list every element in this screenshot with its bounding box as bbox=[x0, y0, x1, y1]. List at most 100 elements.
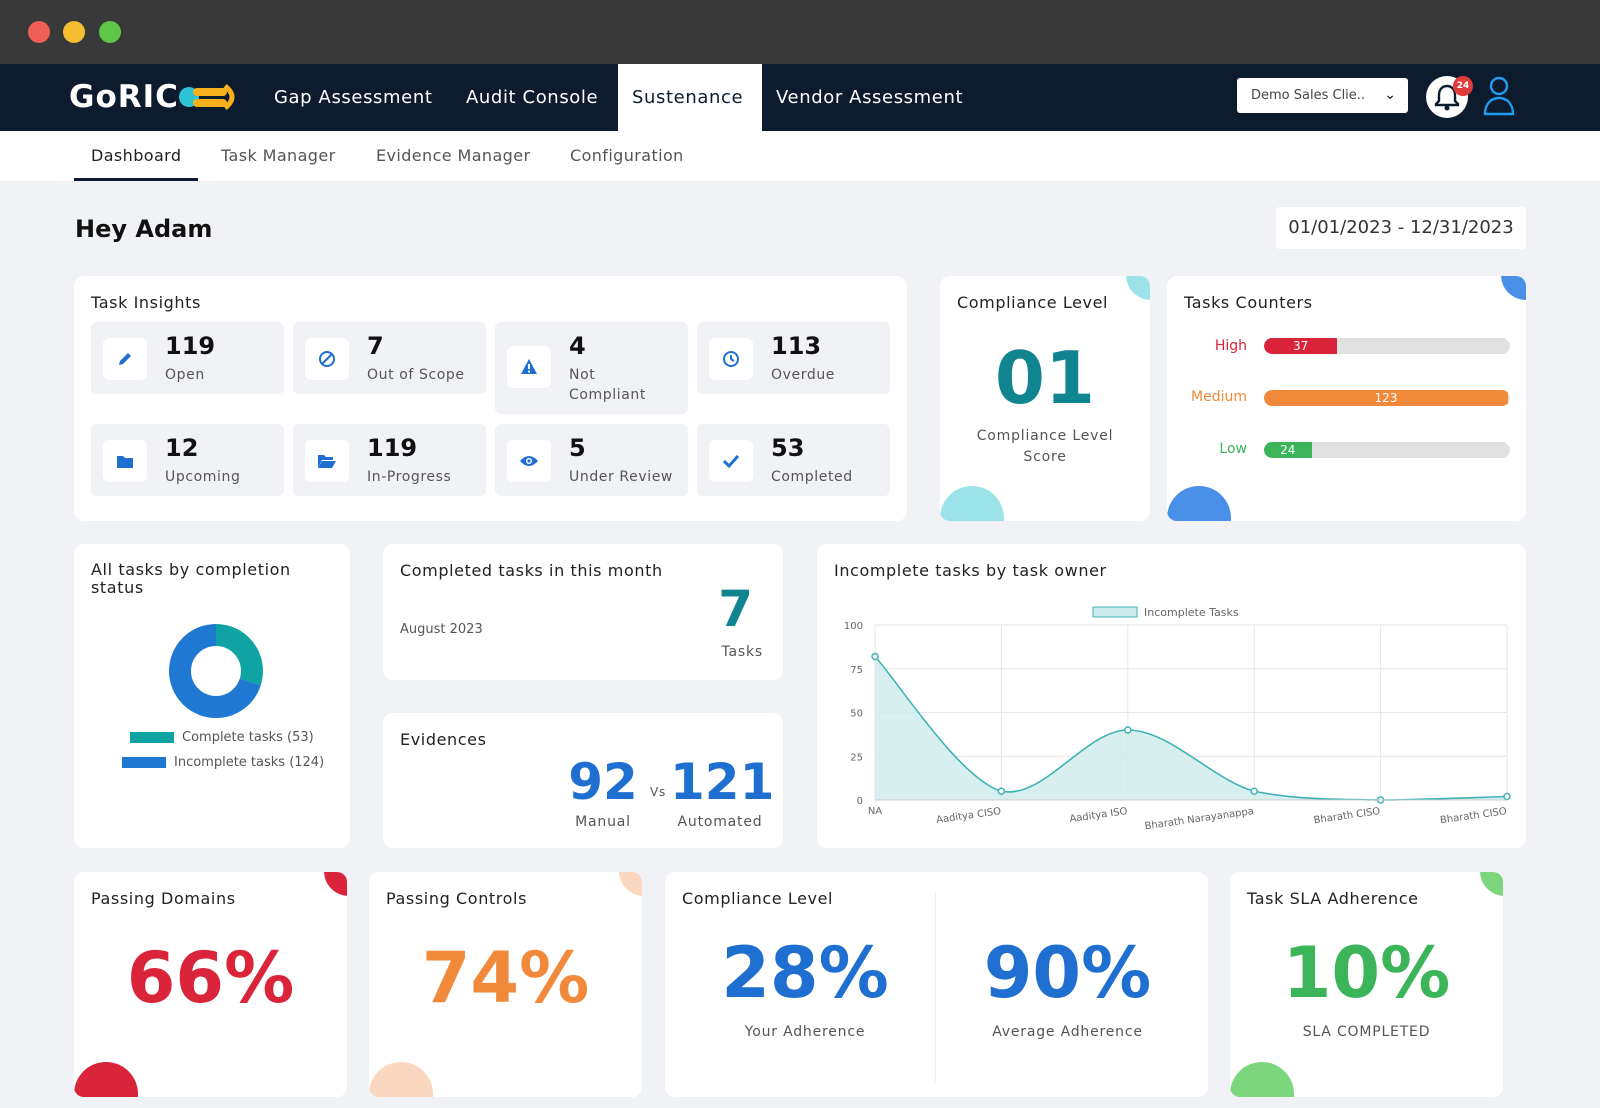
eye-icon bbox=[507, 440, 551, 482]
insight-out-of-scope[interactable]: 7 Out of Scope bbox=[293, 322, 486, 394]
decorative-corner bbox=[1230, 1062, 1294, 1097]
subtab-dashboard[interactable]: Dashboard bbox=[74, 131, 199, 181]
tab-gap-assessment[interactable]: Gap Assessment bbox=[274, 87, 433, 108]
card-title: Tasks Counters bbox=[1184, 293, 1313, 312]
insight-count: 53 bbox=[771, 434, 805, 462]
logo-mark-icon bbox=[178, 84, 235, 110]
passing-controls-value: 74% bbox=[421, 937, 590, 1019]
card-title: Evidences bbox=[400, 730, 487, 749]
legend-label: Complete tasks (53) bbox=[182, 730, 314, 745]
insight-label: Open bbox=[165, 367, 205, 383]
compliance-score-card: Compliance Level 01 Compliance Level Sco… bbox=[940, 276, 1150, 521]
x-tick-label: Bharath CISO bbox=[1439, 806, 1507, 826]
sub-navigation: Dashboard Task Manager Evidence Manager … bbox=[0, 131, 1600, 181]
data-point[interactable] bbox=[1250, 787, 1258, 795]
data-point[interactable] bbox=[1503, 792, 1511, 801]
ban-icon bbox=[305, 338, 349, 380]
insight-in-progress[interactable]: 119 In-Progress bbox=[293, 424, 486, 496]
card-title: Passing Domains bbox=[91, 889, 236, 908]
y-tick-label: 25 bbox=[850, 752, 863, 763]
counter-bar-fill: 123 bbox=[1264, 390, 1509, 406]
completion-donut-chart bbox=[169, 624, 263, 718]
legend-label: Incomplete tasks (124) bbox=[174, 755, 325, 770]
task-insights-card: Task Insights 119 Open 7 Out of Scope 4 … bbox=[74, 276, 907, 521]
counter-label-low: Low bbox=[1219, 441, 1247, 457]
insight-count: 113 bbox=[771, 332, 822, 360]
your-adherence-label: Your Adherence bbox=[744, 1024, 866, 1040]
incomplete-owner-area-chart: 0 25 50 75 100 NA Aaditya CISO Aaditya ISO Bhara… bbox=[844, 606, 1511, 832]
subtab-task-manager[interactable]: Task Manager bbox=[221, 146, 336, 165]
close-window-button[interactable] bbox=[28, 21, 50, 43]
insight-label: Under Review bbox=[569, 469, 673, 485]
app-logo[interactable]: GoRIC bbox=[69, 79, 241, 115]
compliance-score-label: Compliance Level Score bbox=[976, 428, 1114, 465]
decorative-corner bbox=[940, 486, 1004, 521]
evidence-vs-label: Vs bbox=[649, 785, 667, 799]
incomplete-owner-card: Incomplete tasks by task owner 0 25 50 75 10… bbox=[817, 544, 1526, 848]
insight-label: In-Progress bbox=[367, 469, 452, 485]
decorative-corner bbox=[74, 1062, 138, 1097]
evidence-automated-label: Automated bbox=[677, 814, 763, 830]
sla-label: SLA COMPLETED bbox=[1302, 1024, 1431, 1040]
card-title: Compliance Level bbox=[957, 293, 1109, 312]
insight-overdue[interactable]: 113 Overdue bbox=[697, 322, 890, 394]
divider bbox=[935, 892, 936, 1082]
decorative-corner bbox=[1167, 486, 1231, 521]
folder-icon bbox=[103, 440, 147, 482]
counter-bar-high: 37 bbox=[1264, 338, 1510, 354]
check-icon bbox=[709, 440, 753, 482]
client-select[interactable]: Demo Sales Clie.. ⌄ bbox=[1237, 78, 1408, 113]
insight-upcoming[interactable]: 12 Upcoming bbox=[91, 424, 284, 496]
insight-count: 4 bbox=[569, 332, 586, 360]
subtab-configuration[interactable]: Configuration bbox=[570, 146, 684, 165]
tab-vendor-assessment[interactable]: Vendor Assessment bbox=[776, 87, 964, 108]
decorative-corner bbox=[1501, 276, 1526, 300]
x-tick-label: Aaditya ISO bbox=[1069, 806, 1128, 825]
card-title: Compliance Level bbox=[682, 889, 834, 908]
data-point[interactable] bbox=[1124, 726, 1132, 734]
decorative-corner bbox=[369, 1062, 433, 1097]
logo-text: GoRIC bbox=[69, 79, 179, 115]
task-sla-card: Task SLA Adherence 10% SLA COMPLETED bbox=[1230, 872, 1503, 1097]
decorative-corner bbox=[619, 872, 642, 896]
y-tick-label: 50 bbox=[850, 709, 863, 720]
date-range-picker[interactable]: 01/01/2023 - 12/31/2023 bbox=[1276, 207, 1526, 249]
completed-month-value: 7 bbox=[718, 580, 753, 638]
pencil-icon bbox=[103, 338, 147, 380]
compliance-score-value: 01 bbox=[994, 336, 1096, 420]
client-select-value: Demo Sales Clie.. bbox=[1251, 88, 1366, 103]
insight-count: 12 bbox=[165, 434, 199, 462]
maximize-window-button[interactable] bbox=[99, 21, 121, 43]
card-title: Passing Controls bbox=[386, 889, 528, 908]
minimize-window-button[interactable] bbox=[63, 21, 85, 43]
legend-swatch bbox=[1092, 606, 1138, 618]
insight-completed[interactable]: 53 Completed bbox=[697, 424, 890, 496]
subtab-evidence-manager[interactable]: Evidence Manager bbox=[376, 146, 531, 165]
warning-icon bbox=[507, 346, 551, 388]
counter-label-medium: Medium bbox=[1191, 389, 1247, 405]
x-tick-label: Bharath CISO bbox=[1313, 806, 1381, 826]
insight-count: 7 bbox=[367, 332, 384, 360]
evidence-manual-value: 92 bbox=[568, 753, 638, 811]
card-title: Task Insights bbox=[91, 293, 201, 312]
insight-open[interactable]: 119 Open bbox=[91, 322, 284, 394]
month-period: August 2023 bbox=[400, 622, 483, 637]
tab-audit-console[interactable]: Audit Console bbox=[466, 87, 599, 108]
user-profile-icon[interactable] bbox=[1482, 75, 1516, 117]
data-point[interactable] bbox=[997, 787, 1006, 795]
tab-sustenance[interactable]: Sustenance bbox=[618, 64, 762, 131]
insight-under-review[interactable]: 5 Under Review bbox=[495, 424, 688, 496]
insight-label: Not Compliant bbox=[569, 367, 646, 403]
legend-incomplete: Incomplete tasks (124) bbox=[122, 755, 324, 770]
data-point[interactable] bbox=[871, 652, 879, 661]
insight-label: Overdue bbox=[771, 367, 836, 383]
counter-bar-fill: 37 bbox=[1264, 338, 1338, 354]
card-title: Task SLA Adherence bbox=[1247, 889, 1419, 908]
donut-slice[interactable] bbox=[169, 624, 263, 718]
legend-swatch bbox=[122, 757, 166, 768]
passing-domains-value: 66% bbox=[126, 937, 295, 1019]
insight-label: Completed bbox=[771, 469, 853, 485]
compliance-adherence-card: Compliance Level 28% Your Adherence 90% … bbox=[665, 872, 1208, 1097]
sla-value: 10% bbox=[1282, 932, 1451, 1014]
insight-not-compliant[interactable]: 4 Not Compliant bbox=[495, 322, 688, 414]
